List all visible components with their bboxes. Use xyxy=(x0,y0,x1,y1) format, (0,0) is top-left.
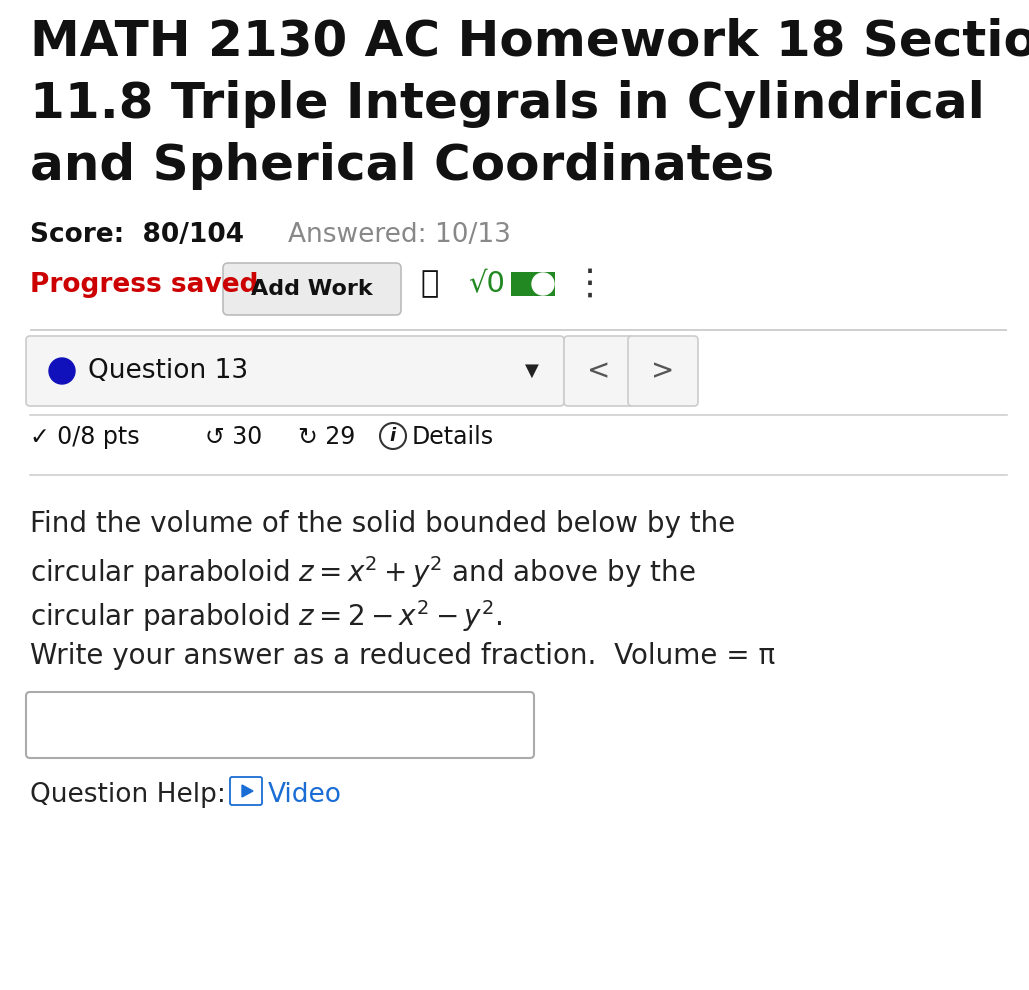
Text: Video: Video xyxy=(268,782,342,808)
Text: Write your answer as a reduced fraction.  Volume = π: Write your answer as a reduced fraction.… xyxy=(30,642,775,670)
Text: circular paraboloid $z = 2 - x^2 - y^2$.: circular paraboloid $z = 2 - x^2 - y^2$. xyxy=(30,598,503,634)
Text: >: > xyxy=(651,357,675,385)
Text: ▼: ▼ xyxy=(525,362,539,380)
Text: Question 13: Question 13 xyxy=(88,358,248,384)
FancyBboxPatch shape xyxy=(223,263,401,315)
Text: circular paraboloid $z = x^2 + y^2$ and above by the: circular paraboloid $z = x^2 + y^2$ and … xyxy=(30,554,696,590)
Text: ⎙: ⎙ xyxy=(421,269,439,299)
Circle shape xyxy=(532,273,554,295)
Polygon shape xyxy=(242,785,253,797)
Text: Find the volume of the solid bounded below by the: Find the volume of the solid bounded bel… xyxy=(30,510,736,538)
FancyBboxPatch shape xyxy=(26,336,564,406)
Text: Question Help:: Question Help: xyxy=(30,782,226,808)
Circle shape xyxy=(49,358,75,384)
Text: MATH 2130 AC Homework 18 Section: MATH 2130 AC Homework 18 Section xyxy=(30,18,1029,66)
FancyBboxPatch shape xyxy=(230,777,262,805)
Text: Score:  80/104: Score: 80/104 xyxy=(30,222,244,248)
Text: √0: √0 xyxy=(468,270,505,298)
FancyBboxPatch shape xyxy=(628,336,698,406)
Text: ✓ 0/8 pts: ✓ 0/8 pts xyxy=(30,425,140,449)
Text: i: i xyxy=(390,427,396,445)
Text: ↻ 29: ↻ 29 xyxy=(298,425,355,449)
Text: Details: Details xyxy=(412,425,494,449)
FancyBboxPatch shape xyxy=(26,692,534,758)
Text: <: < xyxy=(588,357,610,385)
FancyBboxPatch shape xyxy=(564,336,634,406)
Text: ↺ 30: ↺ 30 xyxy=(205,425,262,449)
Text: Add Work: Add Work xyxy=(251,279,372,299)
Text: and Spherical Coordinates: and Spherical Coordinates xyxy=(30,142,774,190)
Text: Answered: 10/13: Answered: 10/13 xyxy=(288,222,510,248)
Text: Progress saved: Progress saved xyxy=(30,272,258,298)
Circle shape xyxy=(380,423,406,449)
FancyBboxPatch shape xyxy=(511,272,555,296)
Text: 11.8 Triple Integrals in Cylindrical: 11.8 Triple Integrals in Cylindrical xyxy=(30,80,985,128)
Text: ⋮: ⋮ xyxy=(572,267,608,301)
